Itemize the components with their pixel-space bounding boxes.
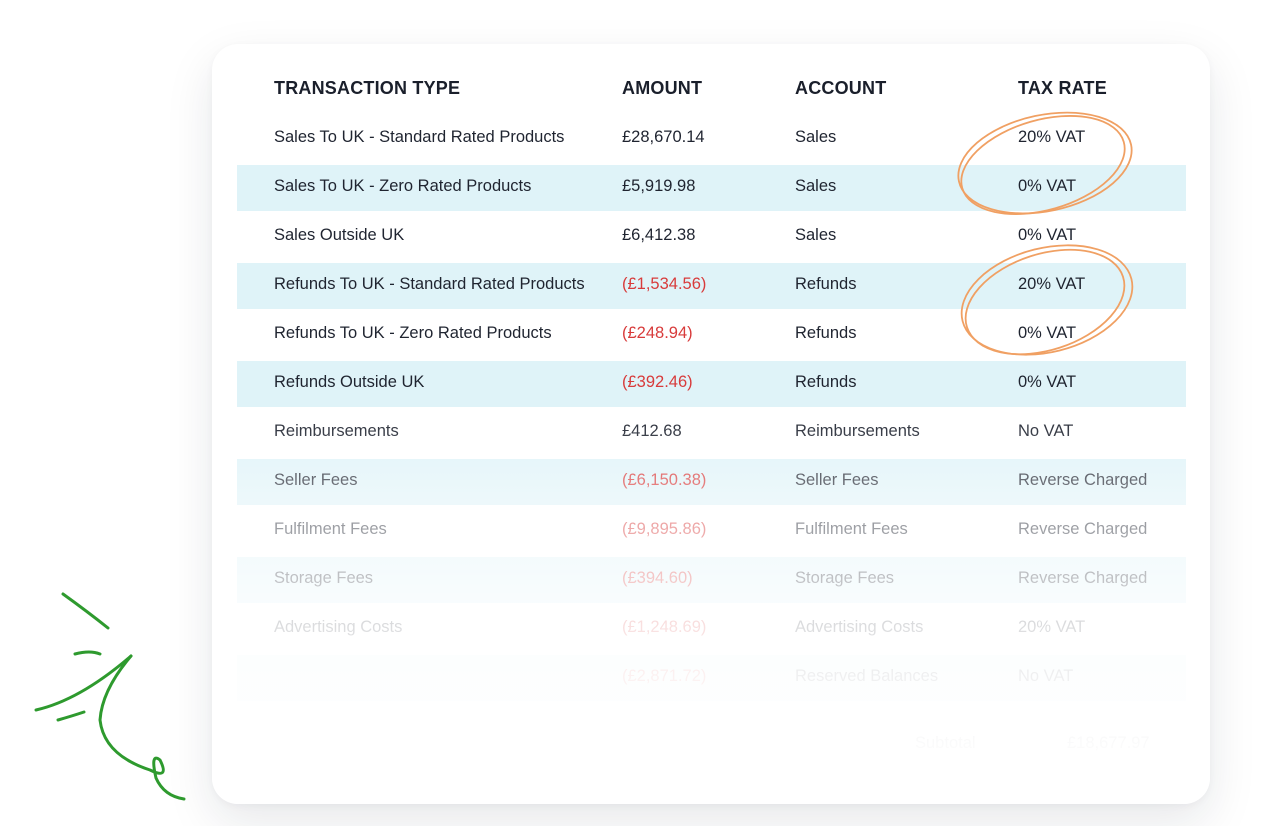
transaction-type-cell: Reimbursements — [274, 422, 399, 440]
table-row[interactable]: Storage Fees (£394.60) Storage Fees Reverse… — [237, 557, 1186, 603]
transaction-type-cell: Storage Fees — [274, 569, 374, 587]
account-cell: Storage Fees — [795, 569, 895, 587]
tax-rate-cell: No VAT — [1018, 667, 1074, 685]
account-cell: Refunds — [795, 373, 857, 391]
table-row[interactable]: Reimbursements £412.68 Reimbursements No VA… — [237, 410, 1186, 456]
table-row[interactable]: Sales Outside UK £6,412.38 Sales 0% VAT — [237, 214, 1186, 260]
account-cell: Sales — [795, 177, 837, 195]
account-cell: Reimbursements — [795, 422, 920, 440]
tax-rate-cell: 20% VAT — [1018, 275, 1086, 293]
amount-cell: (£9,895.86) — [622, 520, 707, 538]
amount-cell: £6,412.38 — [622, 226, 696, 244]
header-account: ACCOUNT — [795, 78, 887, 98]
tax-rate-cell: No VAT — [1018, 422, 1074, 440]
subtotal-value: £18,677.97 — [1067, 734, 1150, 752]
table-row[interactable]: Refunds Outside UK (£392.46) Refunds 0% VAT — [237, 361, 1186, 407]
transaction-type-cell: Advertising Costs — [274, 618, 403, 636]
header-transaction-type: TRANSACTION TYPE — [274, 78, 461, 98]
header-tax-rate: TAX RATE — [1018, 78, 1107, 98]
subtotal-label: Subtotal — [915, 734, 976, 752]
table-row[interactable]: Sales To UK - Standard Rated Products £28… — [237, 116, 1186, 162]
account-cell: Advertising Costs — [795, 618, 924, 636]
table-row[interactable]: Sales To UK - Zero Rated Products £5,919.… — [237, 165, 1186, 211]
table-row[interactable]: (£2,871.72) Reserved Balances No VAT — [237, 655, 1186, 701]
transaction-type-cell: Seller Fees — [274, 471, 358, 489]
tax-rate-cell: 0% VAT — [1018, 177, 1077, 195]
amount-cell: (£6,150.38) — [622, 471, 707, 489]
tax-rate-cell: Reverse Charged — [1018, 520, 1148, 538]
account-cell: Refunds — [795, 324, 857, 342]
tax-rate-cell: 20% VAT — [1018, 618, 1086, 636]
tax-rate-cell: 0% VAT — [1018, 324, 1077, 342]
account-cell: Seller Fees — [795, 471, 879, 489]
account-cell: Sales — [795, 128, 837, 146]
amount-cell: (£1,534.56) — [622, 275, 707, 293]
account-cell: Refunds — [795, 275, 857, 293]
transaction-type-cell: Sales To UK - Standard Rated Products — [274, 128, 565, 146]
table-row[interactable]: Advertising Costs (£1,248.69) Advertising … — [237, 606, 1186, 652]
transaction-type-cell: Sales Outside UK — [274, 226, 405, 244]
table-row[interactable]: Refunds To UK - Zero Rated Products (£248… — [237, 312, 1186, 358]
amount-cell: (£2,871.72) — [622, 667, 707, 685]
table-row[interactable]: Refunds To UK - Standard Rated Products (… — [237, 263, 1186, 309]
table-row[interactable]: Seller Fees (£6,150.38) Seller Fees Reverse… — [237, 459, 1186, 505]
account-cell: Sales — [795, 226, 837, 244]
table-row[interactable]: Fulfilment Fees (£9,895.86) Fulfilment Fee… — [237, 508, 1186, 554]
transaction-type-cell: Sales To UK - Zero Rated Products — [274, 177, 532, 195]
amount-cell: (£394.60) — [622, 569, 693, 587]
tax-rate-cell: 0% VAT — [1018, 226, 1077, 244]
amount-cell: (£392.46) — [622, 373, 693, 391]
amount-cell: £28,670.14 — [622, 128, 705, 146]
transaction-type-cell: Refunds To UK - Standard Rated Products — [274, 275, 585, 293]
account-cell: Fulfilment Fees — [795, 520, 908, 538]
transactions-card: TRANSACTION TYPE AMOUNT ACCOUNT TAX RATE… — [212, 44, 1210, 804]
transaction-type-cell: Refunds To UK - Zero Rated Products — [274, 324, 552, 342]
transaction-type-cell: Fulfilment Fees — [274, 520, 387, 538]
doodle-icon — [34, 592, 186, 801]
amount-cell: £5,919.98 — [622, 177, 696, 195]
transaction-type-cell: Refunds Outside UK — [274, 373, 425, 391]
tax-rate-cell: 20% VAT — [1018, 128, 1086, 146]
amount-cell: (£248.94) — [622, 324, 693, 342]
header-amount: AMOUNT — [622, 78, 703, 98]
tax-rate-cell: Reverse Charged — [1018, 569, 1148, 587]
table-header: TRANSACTION TYPE AMOUNT ACCOUNT TAX RATE — [212, 74, 1210, 104]
account-cell: Reserved Balances — [795, 667, 939, 685]
tax-rate-cell: 0% VAT — [1018, 373, 1077, 391]
amount-cell: (£1,248.69) — [622, 618, 707, 636]
amount-cell: £412.68 — [622, 422, 682, 440]
tax-rate-cell: Reverse Charged — [1018, 471, 1148, 489]
